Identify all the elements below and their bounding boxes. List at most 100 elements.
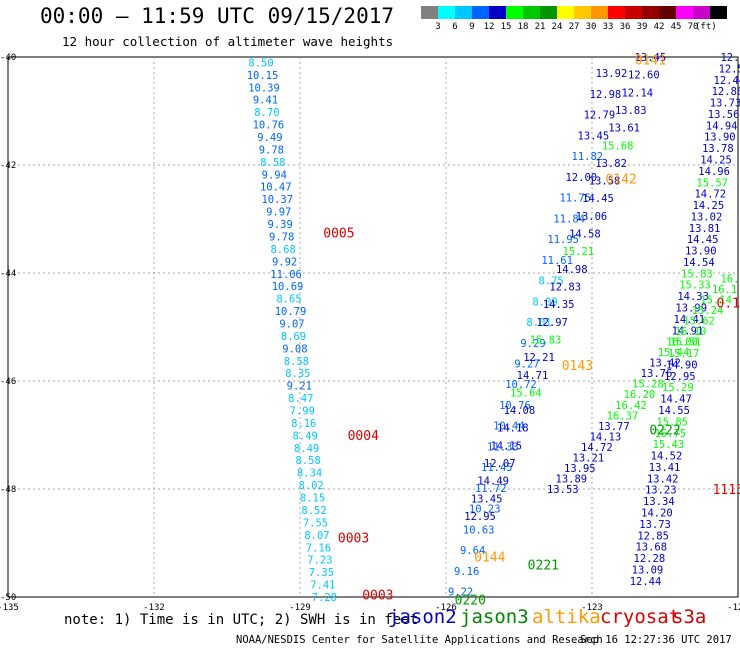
colorbar-tick-label: 21 — [534, 22, 546, 32]
plot-frame — [7, 56, 739, 598]
data-point-label: 12.21 — [523, 352, 555, 364]
colorbar-swatch — [676, 6, 693, 19]
legend-altika: altika — [532, 606, 601, 628]
colorbar-tick-label: 36 — [619, 22, 631, 32]
data-point-label: 14.08 — [504, 405, 536, 417]
pass-time-label: 0.1 — [717, 297, 740, 312]
data-point-label: 15.21 — [563, 246, 595, 258]
colorbar-tick-label: 27 — [568, 22, 580, 32]
data-point-label: 11.82 — [572, 151, 604, 163]
colorbar-swatch — [625, 6, 642, 19]
pass-time-label: 0142 — [606, 173, 637, 188]
data-point-label: 9.22 — [448, 587, 473, 599]
pass-time-label: 0141 — [635, 54, 666, 69]
data-point-label: 7.16 — [306, 542, 331, 554]
data-point-label: 7.41 — [310, 580, 335, 592]
data-point-label: 13.95 — [564, 463, 596, 475]
data-point-label: 14.52 — [651, 451, 683, 463]
data-point-label: 15.24 — [692, 305, 724, 317]
data-point-label: 12.60 — [628, 70, 660, 82]
data-point-label: 14.58 — [569, 229, 601, 241]
data-point-label: 9.29 — [520, 338, 545, 350]
data-point-label: 8.49 — [294, 443, 319, 455]
y-tick-label: -48 — [0, 485, 16, 495]
data-point-label: 15.68 — [602, 140, 634, 152]
data-point-label: 14.20 — [641, 507, 673, 519]
colorbar-tick-label: 70 — [687, 22, 699, 32]
colorbar-tick-label: 15 — [500, 22, 512, 32]
data-point-label: 15.64 — [510, 387, 542, 399]
credit-line: NOAA/NESDIS Center for Satellite Applica… — [236, 634, 603, 646]
pass-time-label: 1115 — [713, 483, 740, 498]
data-point-label: 10.72 — [505, 379, 537, 391]
colorbar-swatch — [659, 6, 676, 19]
data-point-label: 9.64 — [460, 545, 485, 557]
data-point-label: 15.17 — [668, 348, 700, 360]
data-point-label: 8.15 — [300, 493, 325, 505]
data-point-label: 12.95 — [464, 511, 496, 523]
data-point-label: 8.35 — [285, 368, 310, 380]
data-point-label: 10.69 — [272, 281, 304, 293]
data-point-label: 8.49 — [293, 430, 318, 442]
data-point-label: 14.71 — [517, 370, 549, 382]
colorbar-swatch — [710, 6, 727, 19]
data-point-label: 14.90 — [666, 359, 698, 371]
data-point-label: 13.42 — [649, 358, 681, 370]
data-point-label: 13.99 — [675, 303, 707, 315]
colorbar-swatch — [472, 6, 489, 19]
pass-time-label: 0143 — [562, 359, 593, 374]
data-point-label: 9.16 — [454, 566, 479, 578]
data-point-label: 13.45 — [471, 493, 503, 505]
colorbar-swatch — [591, 6, 608, 19]
data-point-label: 13.53 — [547, 484, 579, 496]
colorbar-swatch — [693, 6, 710, 19]
data-point-label: 15.44 — [658, 347, 690, 359]
data-point-label: 16.1 — [712, 284, 737, 296]
data-point-label: 13.73 — [639, 519, 671, 531]
data-point-label: 8.50 — [248, 57, 273, 69]
data-point-label: 15.43 — [653, 439, 685, 451]
data-point-label: 8.07 — [304, 530, 329, 542]
data-point-label: 8.70 — [254, 107, 279, 119]
colorbar-tick-label: 42 — [653, 22, 665, 32]
data-point-label: 13.83 — [615, 105, 647, 117]
data-point-label: 14.72 — [694, 189, 726, 201]
pass-time-label: 0003 — [362, 588, 393, 603]
data-point-label: 13.23 — [645, 485, 677, 497]
colorbar-tick-label: 33 — [602, 22, 614, 32]
data-point-label: 13.90 — [704, 132, 736, 144]
data-point-label: 14.25 — [700, 154, 732, 166]
colorbar-tick-label: 18 — [517, 22, 529, 32]
data-point-label: 12.44 — [714, 75, 740, 87]
data-point-label: 8.58 — [296, 455, 321, 467]
data-point-label: 12.5 — [719, 63, 740, 75]
data-point-label: 16.00 — [666, 337, 698, 349]
generation-timestamp: Sep 16 12:27:36 UTC 2017 — [580, 634, 732, 646]
legend-cryosat: cryosat — [600, 606, 681, 628]
x-tick-label: -120 — [727, 603, 740, 613]
data-point-label: 8.09 — [532, 296, 557, 308]
legend-s3a: s3a — [672, 606, 707, 628]
y-tick-label: -44 — [0, 269, 16, 279]
data-point-label: 12.7 — [720, 52, 740, 64]
data-point-label: 11.75 — [559, 193, 591, 205]
data-point-label: 13.92 — [596, 68, 628, 80]
data-point-label: 13.77 — [598, 421, 630, 433]
data-point-label: 8.75 — [538, 276, 563, 288]
data-point-label: 9.94 — [262, 169, 287, 181]
data-point-label: 8.58 — [260, 157, 285, 169]
data-point-label: 13.68 — [635, 542, 667, 554]
data-point-label: 13.76 — [641, 368, 673, 380]
colorbar-swatch — [455, 6, 472, 19]
data-point-label: 9.78 — [259, 144, 284, 156]
data-point-label: 10.47 — [260, 182, 292, 194]
colorbar-swatch — [608, 6, 625, 19]
data-point-label: 10.39 — [248, 82, 280, 94]
colorbar-tick-label: 24 — [551, 22, 563, 32]
data-point-label: 14.25 — [693, 200, 725, 212]
data-point-label: 14.15 — [490, 440, 522, 452]
x-tick-label: -123 — [581, 603, 603, 613]
data-point-label: 7.28 — [312, 592, 337, 604]
colorbar-tick-label: 3 — [435, 22, 441, 32]
